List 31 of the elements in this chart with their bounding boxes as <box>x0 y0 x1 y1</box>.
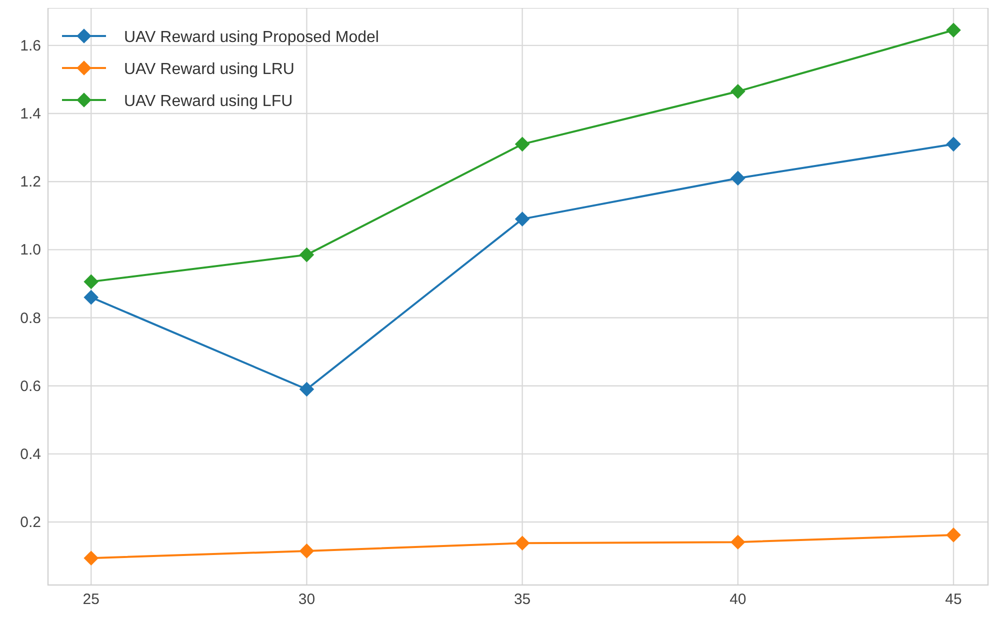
point <box>84 290 99 305</box>
point <box>730 534 746 550</box>
point <box>514 536 530 551</box>
y-tick-label: 1.6 <box>20 37 41 54</box>
point <box>730 170 746 186</box>
y-tick-label: 1.2 <box>20 174 41 191</box>
point <box>84 274 99 290</box>
point <box>299 544 314 558</box>
x-tick-label: 30 <box>298 591 316 608</box>
point <box>299 247 314 262</box>
legend-label: UAV Reward using LFU <box>124 93 293 110</box>
point <box>730 84 746 99</box>
y-tick-label: 0.2 <box>20 514 41 532</box>
point <box>514 212 530 226</box>
point <box>299 382 314 397</box>
point <box>946 136 961 152</box>
point <box>84 550 99 566</box>
x-tick-label: 35 <box>514 591 531 608</box>
point <box>946 528 961 542</box>
x-tick-label: 45 <box>945 591 962 608</box>
x-tick-label: 40 <box>730 591 746 608</box>
x-tick-label: 25 <box>82 591 100 608</box>
y-tick-label: 1.0 <box>20 242 41 259</box>
y-tick-label: 0.4 <box>20 446 41 463</box>
point <box>946 22 961 38</box>
y-tick-label: 0.6 <box>20 378 41 395</box>
legend-label: UAV Reward using Proposed Model <box>124 29 379 46</box>
y-tick-label: 0.8 <box>20 310 41 327</box>
point <box>514 136 530 152</box>
y-tick-label: 1.4 <box>20 106 41 123</box>
legend-label: UAV Reward using LRU <box>124 61 294 78</box>
